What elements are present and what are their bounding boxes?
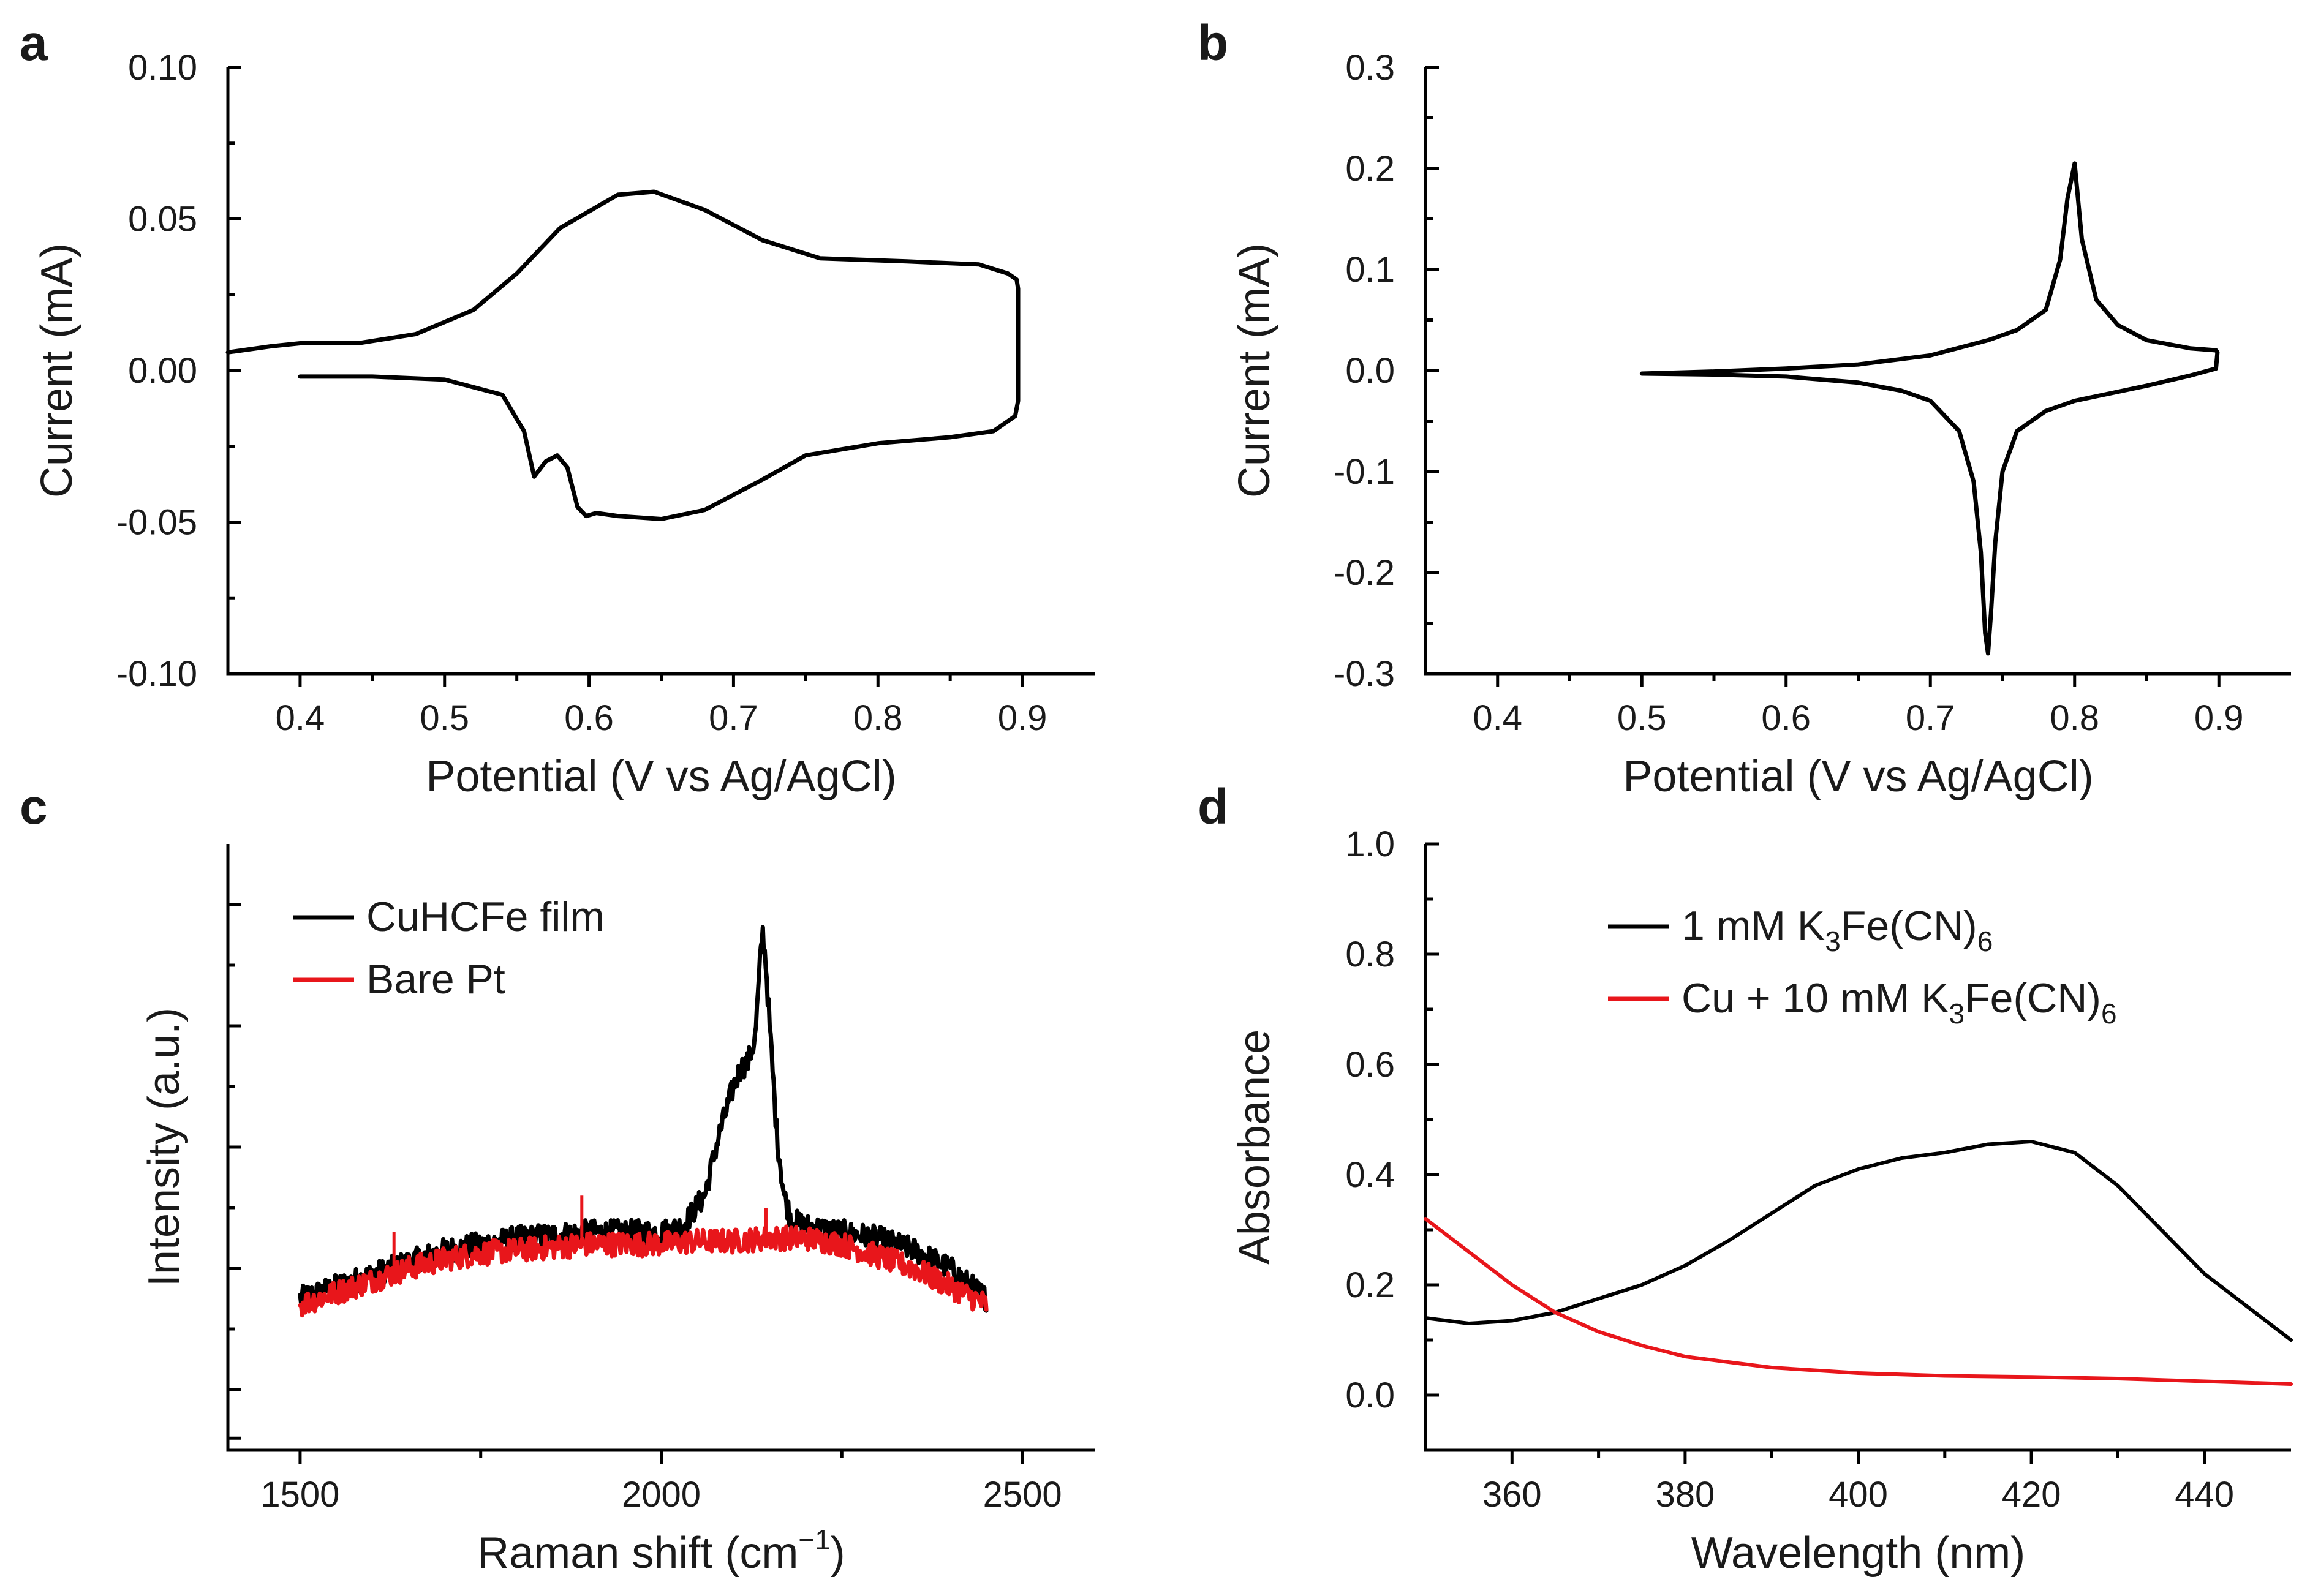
panel-d: 360 380 400 420 440 1.0 0.8 0.6 0.4 0.2 0.0 Wavelen… [1230,824,2293,1578]
x-tick-label: 0.6 [564,698,614,738]
panel-letter-d: d [1198,779,1228,835]
x-tick-label: 0.5 [420,698,469,738]
x-tick-label: 1500 [260,1475,339,1515]
panel-b: 0.4 0.5 0.6 0.7 0.8 0.9 0.3 0.2 0.1 0.0 -0.1 -0.2 -0… [1230,48,2291,801]
series-line-1 [225,189,1021,521]
legend-label: Cu + 10 mM K3Fe(CN)6 [1682,975,2117,1029]
x-tick-label: 0.9 [2194,698,2244,738]
legend-label: 1 mM K3Fe(CN)6 [1682,903,1993,957]
panel-c: 1500 2000 2500 Raman shift (cm−1) Intensity … [140,844,1095,1578]
y-tick-label: 0.2 [1345,149,1395,189]
panel-letter-b: b [1198,15,1228,71]
y-tick-label: 0.00 [128,351,197,391]
y-tick-label: -0.1 [1334,452,1395,492]
x-tick-label: 0.7 [1906,698,1955,738]
y-tick-label: 0.05 [128,200,197,239]
axes-d [1424,844,2291,1452]
x-tick-label: 0.9 [998,698,1047,738]
x-tick-label: 0.4 [276,698,325,738]
y-tick-label: 0.3 [1345,48,1395,88]
x-tick-label: 420 [2002,1475,2061,1515]
x-tick-label: 400 [1829,1475,1888,1515]
x-tick-label: 0.8 [853,698,903,738]
y-tick-label: 0.2 [1345,1265,1395,1305]
panel-letter-c: c [20,779,48,835]
y-axis-title: Current (mA) [32,243,81,498]
y-axis-title: Intensity (a.u.) [140,1007,189,1287]
x-tick-label: 360 [1482,1475,1542,1515]
x-tick-label: 0.7 [709,698,758,738]
y-tick-label: -0.2 [1334,553,1395,593]
axes-a [226,67,1095,676]
y-axis-title: Absorbance [1230,1029,1279,1265]
series-line-1 [1424,1140,2293,1342]
x-tick-label: 0.5 [1617,698,1667,738]
x-tick-label: 2000 [622,1475,701,1515]
series-line-1 [298,925,989,1313]
x-axis-title: Potential (V vs Ag/AgCl) [1623,752,2093,801]
y-tick-label: -0.05 [116,503,197,543]
series-line-1 [1639,161,2220,656]
y-tick-label: 0.10 [128,48,197,88]
y-tick-label: 0.8 [1345,935,1395,974]
legend-label: Bare Pt [366,956,505,1003]
axes-b [1424,67,2291,676]
series-line-2 [298,1224,989,1318]
x-axis-title: Raman shift (cm−1) [477,1524,845,1578]
x-axis-title: Potential (V vs Ag/AgCl) [426,752,896,801]
x-tick-label: 0.4 [1473,698,1522,738]
y-axis-title: Current (mA) [1230,243,1279,498]
y-tick-label: 0.4 [1345,1155,1395,1195]
y-tick-label: 0.0 [1345,1376,1395,1415]
y-tick-label: -0.3 [1334,654,1395,694]
panel-a: 0.4 0.5 0.6 0.7 0.8 0.9 0.10 0.05 0.00 -0.05 -0.10… [32,48,1095,801]
x-tick-label: 0.6 [1761,698,1811,738]
x-tick-label: 440 [2175,1475,2234,1515]
y-tick-label: -0.10 [116,654,197,694]
y-tick-label: 1.0 [1345,824,1395,864]
y-tick-label: 0.6 [1345,1045,1395,1085]
series-line-2 [1424,1217,2293,1386]
y-tick-label: 0.0 [1345,351,1395,391]
axes-c [226,844,1095,1452]
x-tick-label: 0.8 [2050,698,2099,738]
panel-letter-a: a [20,15,48,71]
x-tick-label: 2500 [983,1475,1062,1515]
x-axis-title: Wavelength (nm) [1691,1529,2026,1578]
y-tick-label: 0.1 [1345,250,1395,290]
legend-label: CuHCFe film [366,894,605,940]
x-tick-label: 380 [1656,1475,1715,1515]
